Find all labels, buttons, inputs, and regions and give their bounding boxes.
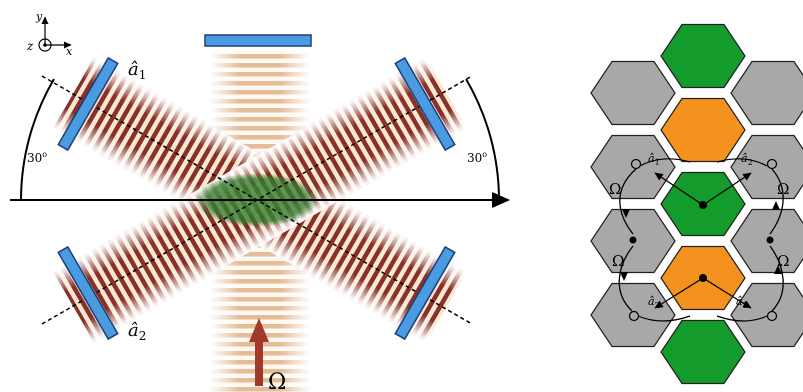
label-omega-left-top: Ω — [609, 180, 621, 198]
hex-cell-orange — [660, 97, 746, 163]
hop-a2-upper — [702, 172, 752, 206]
label-a1-lower: â1 — [736, 295, 748, 310]
hex-cell-grey — [730, 134, 803, 200]
label-a2-upper: â2 — [741, 152, 753, 167]
axis-label-z: z — [26, 39, 34, 53]
hop-a1-upper — [654, 172, 704, 206]
site-dot-left — [629, 236, 637, 244]
label-omega-right-bottom: Ω — [777, 252, 789, 270]
mirrors — [57, 34, 456, 341]
mirror-bottom-left — [57, 245, 119, 341]
coordinate-axes: y x z — [26, 10, 73, 58]
hop-omega-left-bottom — [618, 245, 634, 312]
label-omega-right-top: Ω — [777, 180, 789, 198]
mirror-bottom-right — [394, 245, 456, 341]
right-panel — [590, 23, 803, 385]
hex-cell-grey — [590, 282, 676, 348]
angle-label-left: 30o — [27, 150, 47, 165]
right-panel-overlay: â1 â2 â2 â1 Ω Ω Ω Ω — [609, 152, 789, 322]
mirror-top — [204, 34, 312, 47]
z-axis-icon — [38, 38, 52, 52]
site-ring-ur — [766, 158, 778, 170]
mode-label-a2: â2 — [128, 320, 146, 343]
mirror-top-left — [57, 56, 119, 152]
pump-arrow — [249, 318, 269, 386]
mirror-top-right — [394, 56, 456, 152]
label-a2-lower: â2 — [648, 295, 660, 310]
pump-label: Ω — [268, 370, 286, 392]
hex-cell-green — [660, 319, 746, 385]
angle-label-right: 30o — [467, 150, 487, 165]
angle-arc-right — [465, 78, 500, 201]
axis-label-x: x — [66, 45, 73, 58]
hop-omega-right-top — [769, 168, 784, 235]
hop-omega-right-bottom — [769, 245, 784, 312]
label-a1-upper: â1 — [648, 152, 660, 167]
site-ring-ul — [630, 158, 642, 170]
site-ring-lr — [766, 310, 778, 322]
site-dot-right — [766, 236, 774, 244]
mode-label-a1: â1 — [128, 59, 146, 82]
hop-a1-lower — [702, 277, 752, 309]
hop-omega-left-top — [619, 168, 637, 235]
left-panel: y x z 30o 30o â1 â2 Ω — [10, 10, 510, 392]
hop-a2-lower — [654, 277, 704, 309]
axis-label-y: y — [35, 10, 43, 23]
label-omega-left-bottom: Ω — [612, 252, 624, 270]
angle-arc-left — [20, 78, 55, 201]
hex-cell-grey — [590, 60, 676, 126]
hex-cell-grey — [730, 60, 803, 126]
hex-cell-green — [660, 23, 746, 89]
